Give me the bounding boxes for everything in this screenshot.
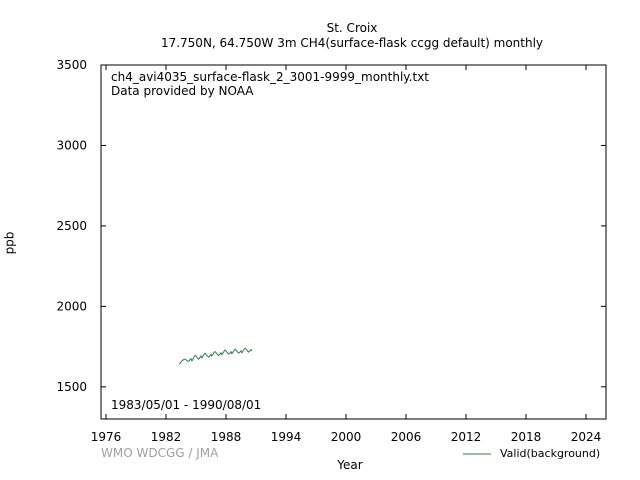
x-tick-label: 1982 xyxy=(151,430,182,444)
x-tick-label: 2000 xyxy=(331,430,362,444)
axis-ticks: 1976 1982 1988 1994 2000 2006 2012 2018 2024 1500… xyxy=(56,58,606,444)
x-tick-label: 1994 xyxy=(271,430,302,444)
chart-subtitle: 17.750N, 64.750W 3m CH4(surface-flask cc… xyxy=(160,36,544,50)
data-provider: Data provided by NOAA xyxy=(111,84,254,98)
x-tick-label: 2024 xyxy=(571,430,602,444)
legend-label: Valid(background) xyxy=(500,447,601,460)
y-tick-label: 3000 xyxy=(56,138,87,152)
x-tick-label: 2006 xyxy=(391,430,422,444)
series-group xyxy=(178,347,253,365)
data-period: 1983/05/01 - 1990/08/01 xyxy=(111,398,262,412)
y-tick-label: 3500 xyxy=(56,58,87,72)
x-tick-label: 2012 xyxy=(451,430,482,444)
y-tick-label: 2500 xyxy=(56,219,87,233)
x-tick-label: 2018 xyxy=(511,430,542,444)
data-filename: ch4_avi4035_surface-flask_2_3001-9999_mo… xyxy=(111,70,429,84)
chart-title: St. Croix xyxy=(326,21,378,35)
x-tick-label: 1988 xyxy=(211,430,242,444)
y-tick-label: 2000 xyxy=(56,299,87,313)
x-tick-label: 1976 xyxy=(91,430,122,444)
x-axis-label: Year xyxy=(337,458,363,472)
y-axis-label: ppb xyxy=(2,231,17,255)
series-line xyxy=(178,347,253,365)
y-tick-label: 1500 xyxy=(56,380,87,394)
credit-text: WMO WDCGG / JMA xyxy=(101,446,219,460)
plot-frame xyxy=(100,64,607,420)
